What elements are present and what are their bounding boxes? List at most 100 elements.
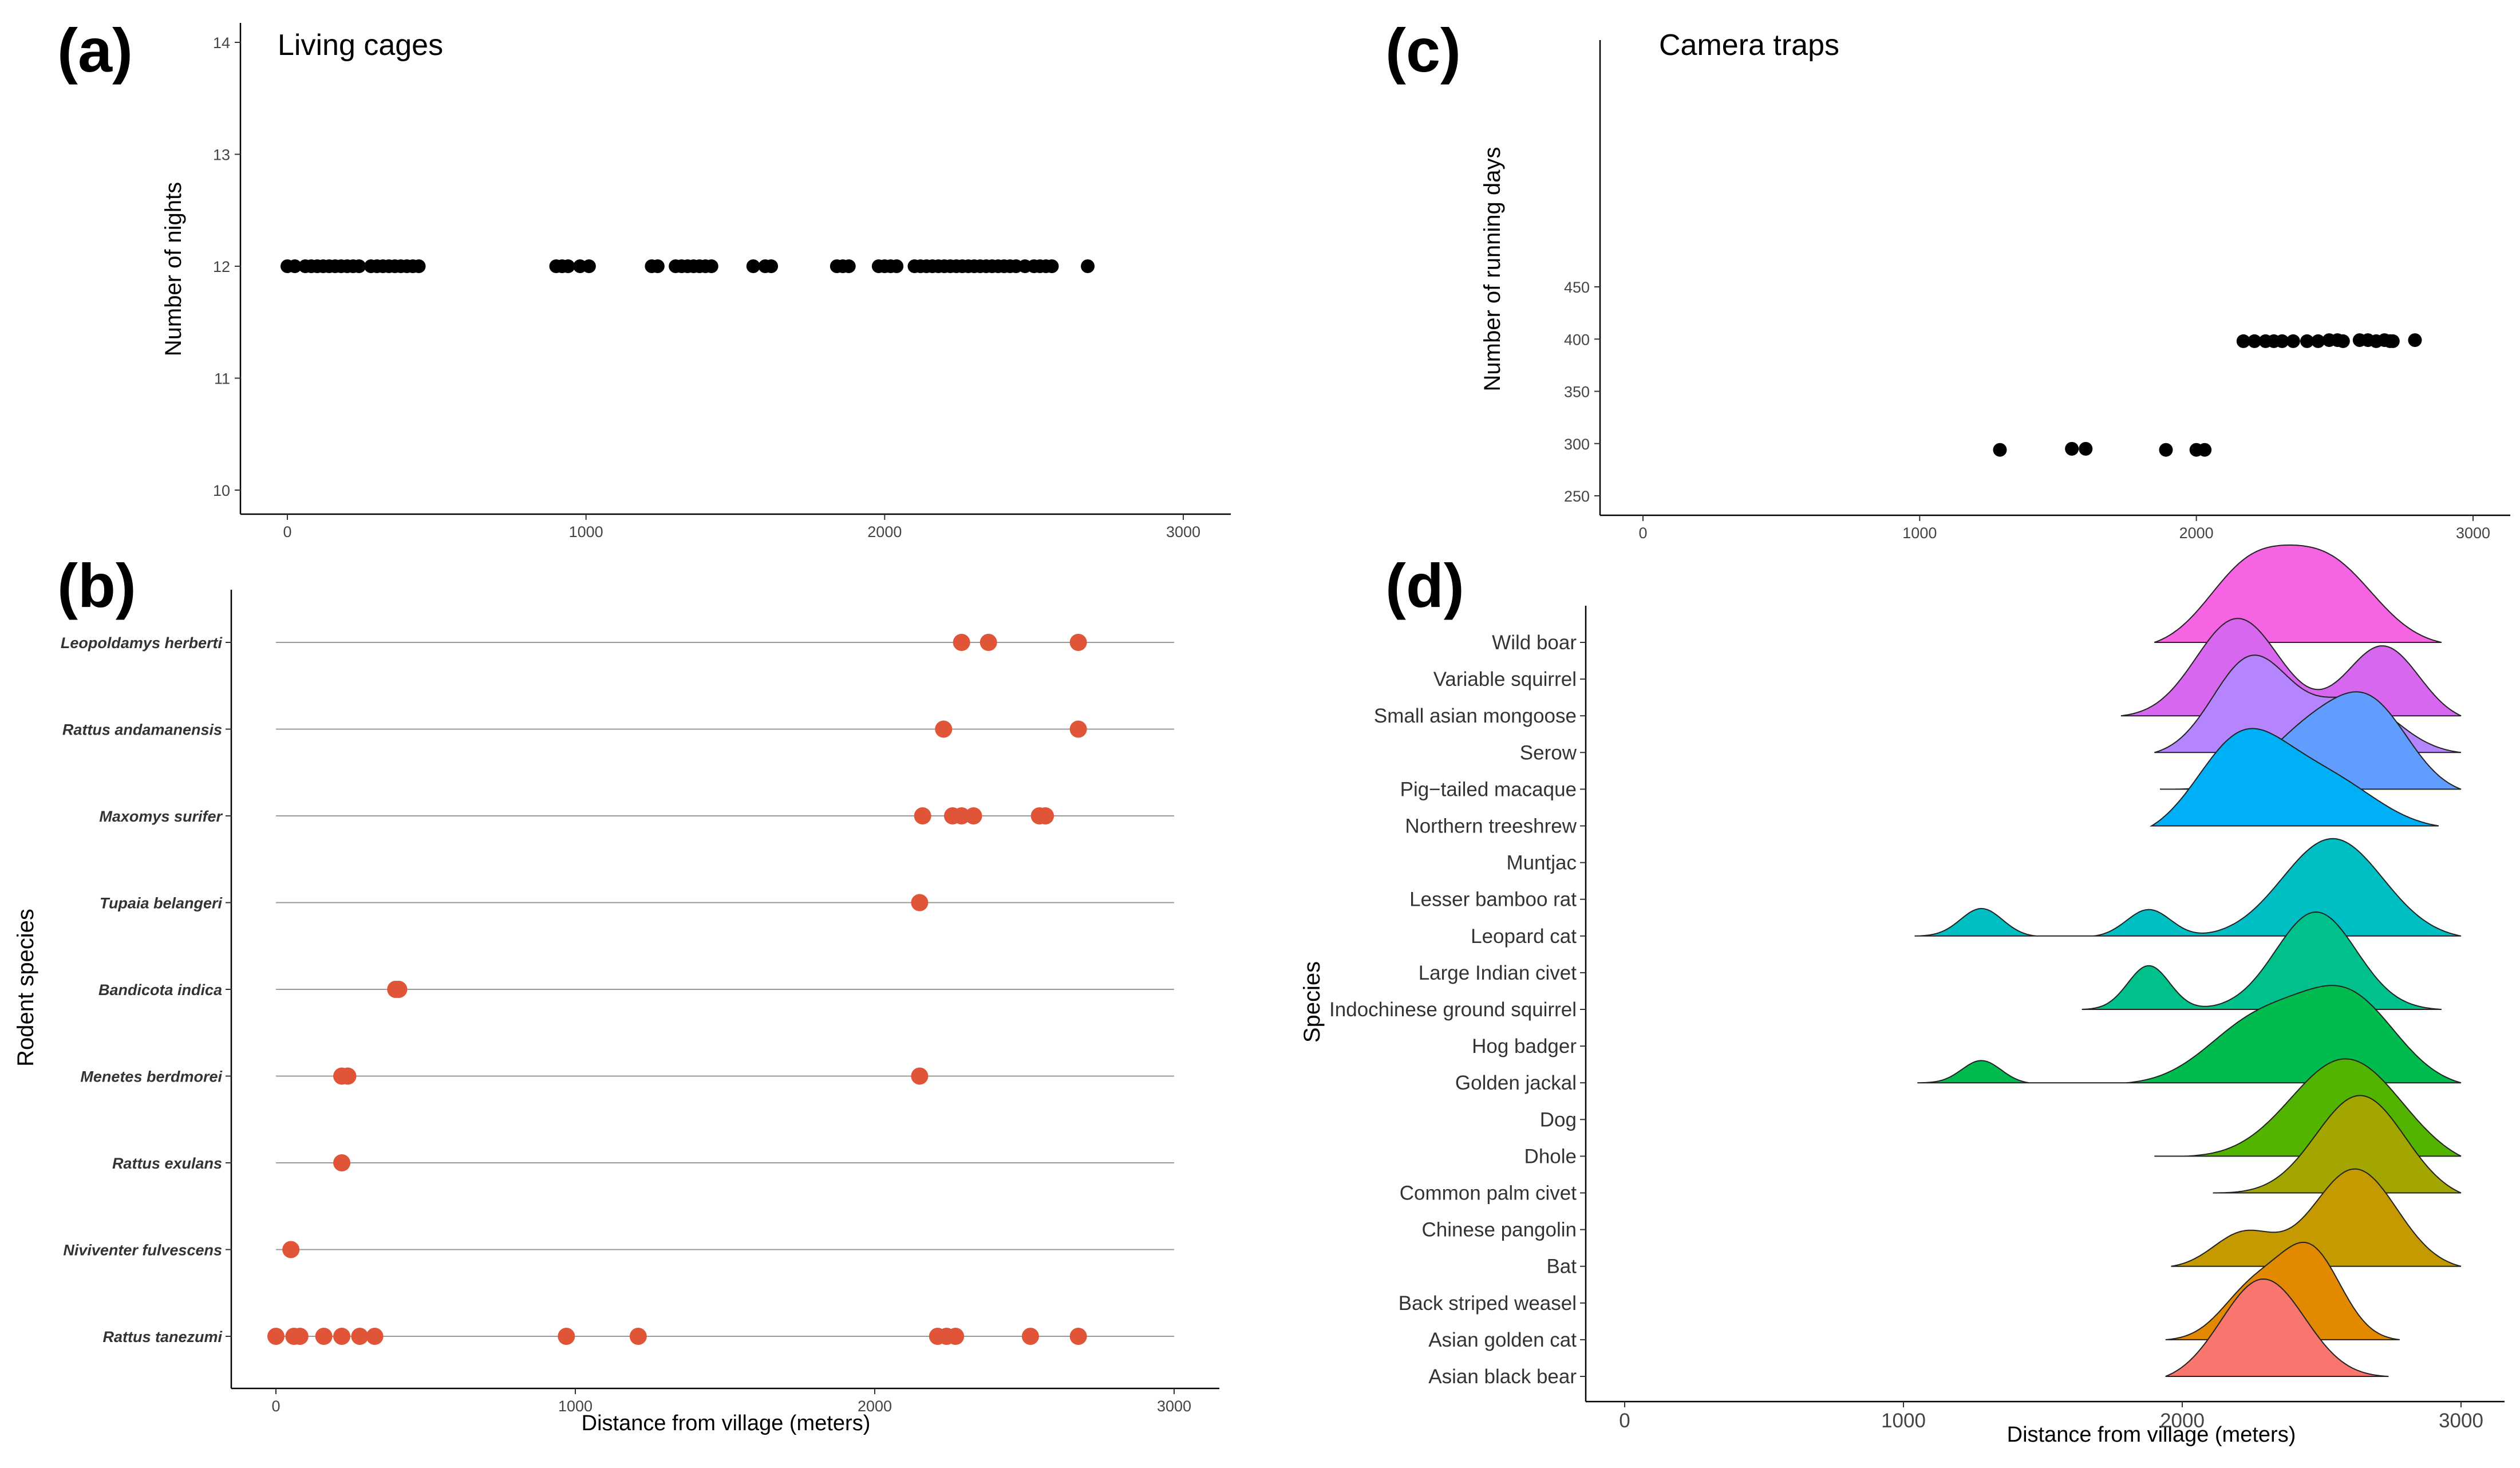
species-label-d: Common palm civet [1400, 1182, 1577, 1205]
data-point-b [965, 807, 982, 824]
data-point-a [704, 259, 718, 273]
species-label-d: Variable squirrel [1433, 668, 1577, 690]
ridge-wild-boar [2154, 544, 2442, 643]
ridge-golden-jackal [1917, 985, 2462, 1084]
data-point-b [1069, 720, 1087, 738]
panel-title-c: Camera traps [1659, 29, 1839, 62]
axes-b: Leopoldamys herberti Rattus andamanensis M… [61, 590, 1219, 1415]
data-point-c [2159, 443, 2173, 457]
marks-a [281, 259, 1095, 273]
data-point-b [267, 1328, 285, 1345]
ridge-leopard-cat [1914, 838, 2462, 937]
species-label-d: Bat [1546, 1256, 1577, 1278]
y-tick-label-c: 300 [1564, 436, 1590, 453]
data-point-a [1045, 259, 1059, 273]
data-point-b [333, 1328, 351, 1345]
y-axis-title-b: Rodent species [13, 909, 38, 1067]
species-label-b: Rattus tanezumi [102, 1328, 222, 1345]
y-tick-label-a: 10 [213, 482, 230, 499]
data-point-c [2275, 334, 2289, 348]
data-point-c [2248, 334, 2262, 348]
data-point-b [333, 1154, 351, 1171]
data-point-c [1993, 443, 2007, 457]
x-tick-label-c: 0 [1638, 524, 1647, 542]
species-label-d: Chinese pangolin [1422, 1219, 1577, 1241]
y-tick-label-a: 11 [214, 370, 230, 388]
species-label-d: Hog badger [1472, 1035, 1577, 1057]
x-tick-label-d: 3000 [2439, 1410, 2483, 1432]
species-label-b: Bandicota indica [98, 981, 222, 999]
species-label-d: Lesser bamboo rat [1409, 889, 1577, 911]
species-label-b: Leopoldamys herberti [61, 634, 223, 652]
species-label-b: Menetes berdmorei [80, 1068, 222, 1086]
species-label-d: Asian black bear [1428, 1366, 1577, 1388]
x-tick-label-b: 2000 [858, 1398, 892, 1415]
y-tick-label-a: 12 [213, 258, 230, 275]
species-label-b: Rattus andamanensis [62, 721, 222, 739]
data-point-a [561, 259, 575, 273]
data-point-b [1021, 1328, 1039, 1345]
x-tick-label-a: 2000 [867, 523, 902, 540]
ridge-asian-black-bear [2165, 1278, 2389, 1377]
data-point-b [339, 1067, 357, 1085]
ridge-northern-treeshrew [2149, 728, 2439, 827]
panel-letter-b: (b) [57, 551, 136, 620]
species-label-d: Asian golden cat [1428, 1329, 1577, 1351]
data-point-c [2236, 334, 2250, 348]
y-tick-label-a: 13 [213, 147, 230, 164]
species-label-d: Leopard cat [1471, 925, 1577, 948]
data-point-b [911, 1067, 929, 1085]
data-point-c [2385, 334, 2400, 348]
axes-a: 10 11 12 13 14 0 1000 2000 3000 [213, 23, 1231, 540]
data-point-b [1037, 807, 1054, 824]
data-point-b [935, 720, 953, 738]
species-label-d: Serow [1520, 741, 1577, 764]
data-point-c [2408, 333, 2422, 348]
data-point-b [1069, 1328, 1087, 1345]
ridge-small-asian-mongoose [2120, 618, 2462, 717]
data-point-c [2065, 441, 2079, 456]
data-point-b [390, 981, 408, 998]
data-point-b [315, 1328, 333, 1345]
data-point-a [352, 259, 366, 273]
x-tick-label-b: 3000 [1157, 1398, 1191, 1415]
data-point-b [947, 1328, 965, 1345]
panel-a: (a) Living cages Number of nights 10 11 12… [57, 15, 1231, 540]
species-label-b: Niviventer fulvescens [63, 1242, 222, 1259]
y-tick-label-c: 400 [1564, 331, 1590, 348]
y-tick-label-c: 250 [1564, 488, 1590, 505]
panel-b: (b) Rodent species Distance from village… [13, 551, 1219, 1435]
species-label-d: Wild boar [1492, 632, 1577, 654]
data-point-c [2286, 334, 2300, 348]
ridge-indochinese-ground-squirrel [2081, 911, 2442, 1010]
data-point-c [2300, 334, 2314, 348]
x-tick-label-b: 0 [271, 1398, 280, 1415]
data-point-a [288, 259, 302, 273]
x-tick-label-d: 0 [1619, 1410, 1630, 1432]
data-point-b [366, 1328, 384, 1345]
x-tick-label-d: 2000 [2160, 1410, 2205, 1432]
species-label-b: Rattus exulans [112, 1155, 222, 1172]
data-point-a [764, 259, 779, 273]
species-label-d: Large Indian civet [1419, 962, 1577, 984]
species-label-d: Indochinese ground squirrel [1329, 999, 1577, 1021]
data-point-b [979, 634, 997, 651]
x-tick-label-a: 1000 [569, 523, 603, 540]
marks-b [267, 634, 1087, 1345]
data-point-a [412, 259, 426, 273]
marks-d [1914, 544, 2462, 1377]
data-point-b [1069, 634, 1087, 651]
species-label-d: Pig−tailed macaque [1400, 778, 1577, 800]
species-label-d: Northern treeshrew [1405, 815, 1577, 838]
ridge-bat [2171, 1168, 2462, 1267]
panel-letter-a: (a) [57, 15, 133, 85]
species-label-d: Dhole [1524, 1145, 1577, 1167]
x-tick-label-b: 1000 [558, 1398, 593, 1415]
data-point-b [953, 634, 970, 651]
axes-c: 250 300 350 400 450 0 1000 2000 3000 [1564, 40, 2510, 542]
data-point-c [2336, 334, 2350, 348]
data-point-a [650, 259, 665, 273]
data-point-b [629, 1328, 647, 1345]
data-point-b [351, 1328, 369, 1345]
panel-letter-c: (c) [1385, 15, 1461, 85]
